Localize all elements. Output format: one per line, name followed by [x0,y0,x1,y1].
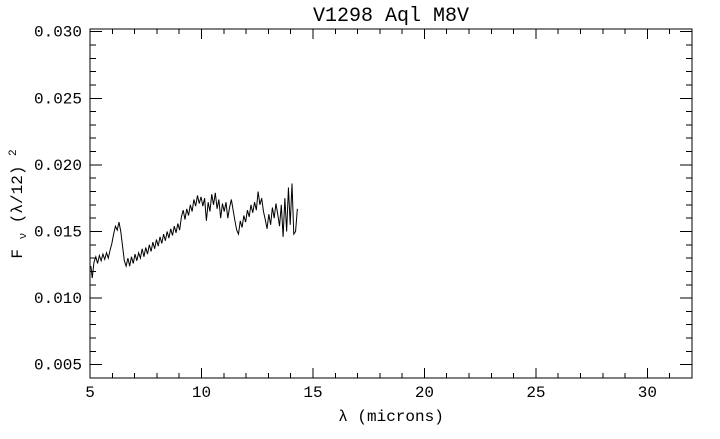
x-tick-label: 30 [638,384,657,402]
y-tick-label: 0.025 [34,90,82,108]
y-tick-label: 0.015 [34,223,82,241]
x-tick-label: 10 [192,384,211,402]
y-label-mid: (λ/12) [9,166,27,224]
y-tick-label: 0.010 [34,290,82,308]
x-tick-label: 15 [303,384,322,402]
y-tick-label: 0.005 [34,357,82,375]
axes-group: 5 10 15 20 25 30 0.005 0.010 0.015 0.020 0.025 0.03… [34,24,693,402]
y-label-superscript: 2 [8,149,20,156]
x-tick-label: 20 [415,384,434,402]
x-axis-label: λ (microns) [338,408,444,426]
plot-border [89,28,693,379]
chart-title: V1298 Aql M8V [313,5,469,28]
y-label-base: F [9,249,27,259]
y-tick-label: 0.020 [34,157,82,175]
x-tick-label: 5 [85,384,95,402]
svg-text:F ν (λ/12): F ν (λ/12) 2 [8,149,31,258]
y-axis-label: F ν (λ/12) 2 [8,149,31,258]
spectrum-line [90,183,298,279]
x-tick-label: 25 [526,384,545,402]
y-tick-label: 0.030 [34,24,82,42]
y-label-subscript: ν [18,233,30,240]
